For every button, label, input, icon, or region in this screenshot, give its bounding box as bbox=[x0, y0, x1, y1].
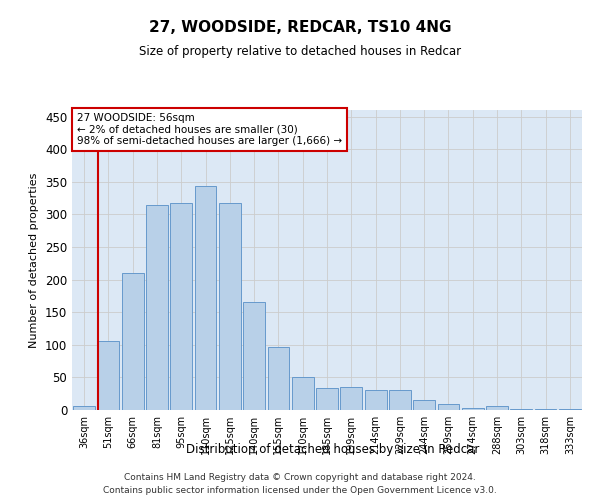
Bar bbox=[511, 408, 532, 410]
Bar bbox=[413, 400, 435, 410]
Bar bbox=[170, 202, 192, 410]
Bar bbox=[389, 390, 411, 410]
Bar bbox=[437, 404, 460, 410]
Bar bbox=[268, 346, 289, 410]
Text: Distribution of detached houses by size in Redcar: Distribution of detached houses by size … bbox=[187, 442, 479, 456]
Text: Size of property relative to detached houses in Redcar: Size of property relative to detached ho… bbox=[139, 45, 461, 58]
Bar bbox=[486, 406, 508, 410]
Bar bbox=[340, 386, 362, 410]
Bar bbox=[73, 406, 95, 410]
Bar bbox=[462, 408, 484, 410]
Bar bbox=[292, 376, 314, 410]
Text: Contains HM Land Registry data © Crown copyright and database right 2024.: Contains HM Land Registry data © Crown c… bbox=[124, 472, 476, 482]
Text: 27 WOODSIDE: 56sqm
← 2% of detached houses are smaller (30)
98% of semi-detached: 27 WOODSIDE: 56sqm ← 2% of detached hous… bbox=[77, 113, 342, 146]
Text: 27, WOODSIDE, REDCAR, TS10 4NG: 27, WOODSIDE, REDCAR, TS10 4NG bbox=[149, 20, 451, 35]
Bar bbox=[194, 186, 217, 410]
Bar bbox=[243, 302, 265, 410]
Bar bbox=[97, 341, 119, 410]
Bar bbox=[122, 273, 143, 410]
Bar bbox=[146, 204, 168, 410]
Text: Contains public sector information licensed under the Open Government Licence v3: Contains public sector information licen… bbox=[103, 486, 497, 495]
Bar bbox=[219, 202, 241, 410]
Bar bbox=[365, 390, 386, 410]
Bar bbox=[316, 388, 338, 410]
Y-axis label: Number of detached properties: Number of detached properties bbox=[29, 172, 40, 348]
